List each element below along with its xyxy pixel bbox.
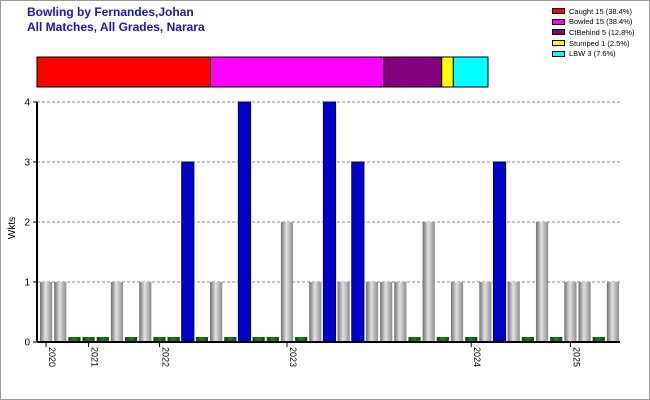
- bar: [394, 282, 407, 342]
- legend-item-ctbehind: CtBehind 5 (12.8%): [552, 27, 634, 38]
- y-tick-label: 3: [24, 158, 30, 169]
- y-tick-label: 4: [24, 98, 30, 109]
- bar-highlighted: [237, 101, 252, 343]
- legend-swatch: [552, 18, 565, 25]
- legend-item-lbw: LBW 3 (7.6%): [552, 48, 634, 59]
- bar: [280, 222, 294, 342]
- stack-segment-ctbehind: [383, 56, 443, 88]
- bar: [210, 282, 223, 342]
- bar-zero: [224, 337, 237, 342]
- bar-zero: [408, 337, 421, 342]
- bar: [535, 222, 549, 342]
- legend-swatch: [552, 40, 565, 47]
- bar-zero: [153, 337, 166, 342]
- bar-highlighted: [351, 161, 365, 343]
- bar: [450, 282, 464, 342]
- bar: [39, 282, 53, 342]
- legend-item-bowled: Bowled 15 (38.4%): [552, 17, 634, 28]
- bar: [54, 282, 67, 342]
- bars: [39, 101, 620, 343]
- bar: [578, 282, 591, 342]
- bar: [380, 282, 393, 342]
- bar-highlighted: [322, 101, 337, 343]
- y-tick-label: 0: [24, 338, 30, 349]
- legend-label: LBW 3 (7.6%): [569, 49, 616, 59]
- bar-highlighted: [181, 161, 195, 343]
- bar-zero: [295, 337, 308, 342]
- x-tick-label: 2025: [571, 347, 581, 367]
- legend-item-caught: Caught 15 (38.4%): [552, 6, 634, 17]
- bar-highlighted: [492, 161, 507, 343]
- bar-zero: [68, 337, 81, 342]
- bar: [309, 282, 322, 342]
- legend-swatch: [552, 29, 565, 36]
- legend-label: Stumped 1 (2.5%): [569, 38, 630, 48]
- legend-swatch: [552, 8, 565, 15]
- bar-zero: [436, 337, 449, 342]
- bar: [139, 282, 152, 342]
- bar-zero: [96, 337, 109, 342]
- y-tick-label: 2: [24, 218, 30, 229]
- legend-label: CtBehind 5 (12.8%): [569, 27, 635, 37]
- stack-segment-caught: [36, 56, 211, 88]
- bar-zero: [521, 337, 534, 342]
- bar: [479, 282, 492, 342]
- x-tick-label: 2020: [47, 347, 57, 367]
- bar-zero: [195, 337, 209, 342]
- bar: [606, 282, 620, 342]
- chart-subtitle: All Matches, All Grades, Narara: [27, 20, 205, 34]
- bar-zero: [266, 337, 279, 342]
- legend-swatch: [552, 50, 565, 57]
- bar: [564, 282, 577, 342]
- bar-zero: [592, 337, 605, 342]
- bar-zero: [167, 337, 180, 342]
- bar: [507, 282, 520, 342]
- stack-segment-stumped: [441, 56, 454, 88]
- legend: Caught 15 (38.4%) Bowled 15 (38.4%) CtBe…: [552, 6, 634, 59]
- y-axis-label: Wkts: [7, 217, 18, 239]
- y-tick-label: 1: [24, 278, 30, 289]
- x-tick-label: 2021: [90, 347, 100, 367]
- x-tick-label: 2022: [160, 347, 170, 367]
- legend-label: Caught 15 (38.4%): [569, 6, 632, 16]
- bar-zero: [550, 337, 563, 342]
- dismissal-stack-bar: [36, 56, 489, 88]
- x-tick-label: 2023: [288, 347, 298, 367]
- stack-segment-bowled: [209, 56, 385, 88]
- bar-zero: [125, 337, 138, 342]
- bar-zero: [465, 337, 478, 342]
- bar-zero: [82, 337, 95, 342]
- bar: [337, 282, 350, 342]
- bar: [110, 282, 124, 342]
- legend-label: Bowled 15 (38.4%): [569, 17, 633, 27]
- bar-zero: [252, 337, 265, 342]
- legend-item-stumped: Stumped 1 (2.5%): [552, 38, 634, 49]
- chart-title: Bowling by Fernandes,Johan: [27, 5, 194, 19]
- bar: [365, 282, 379, 342]
- stack-segment-lbw: [452, 56, 489, 88]
- axes: 0 1 2 3 4 2020 2021 2022 2023 2024 2025: [24, 98, 620, 367]
- x-tick-label: 2024: [472, 347, 482, 367]
- bar: [422, 222, 435, 342]
